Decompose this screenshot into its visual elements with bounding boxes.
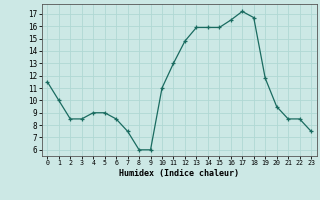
X-axis label: Humidex (Indice chaleur): Humidex (Indice chaleur) [119,169,239,178]
